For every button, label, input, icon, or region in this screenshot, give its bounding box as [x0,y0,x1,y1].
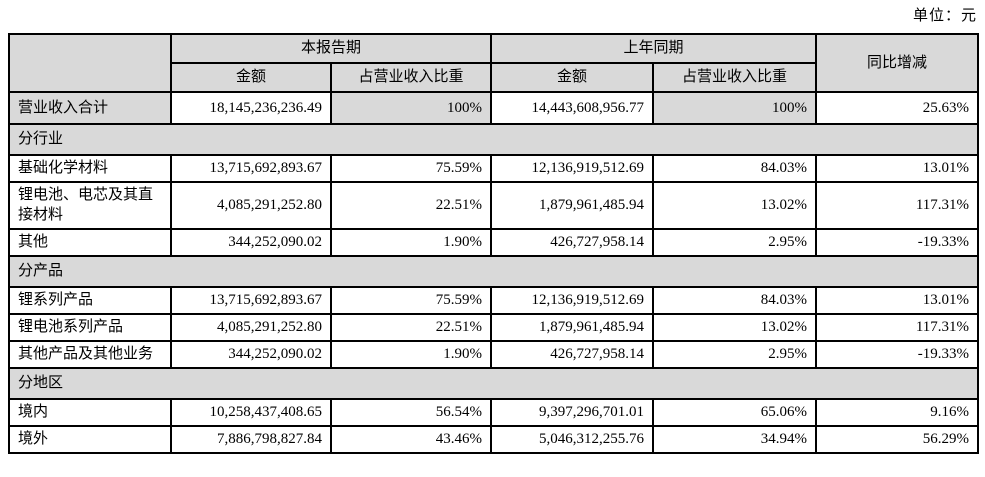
prior-pct-cell: 100% [652,91,818,125]
table-row: 其他产品及其他业务 344,252,090.02 1.90% 426,727,958.… [8,339,980,369]
prior-amount-cell: 12,136,919,512.69 [490,154,655,183]
yoy-cell: -19.33% [815,339,980,369]
table-row: 境外 7,886,798,827.84 43.46% 5,046,312,255.76… [8,424,980,454]
prior-pct-cell: 13.02% [652,181,818,230]
current-amount-cell: 10,258,437,408.65 [170,397,332,427]
yoy-cell: 117.31% [815,312,980,342]
section-row: 分行业 [7,123,980,156]
revenue-breakdown-table: 本报告期 上年同期 同比增减 金额 占营业收入比重 金额 占营业收入比重 营业收… [7,33,980,454]
current-pct-cell: 22.51% [329,181,493,230]
header-row-groups: 本报告期 上年同期 同比增减 [8,33,980,93]
prior-amount-cell: 426,727,958.14 [490,227,655,257]
section-label: 分产品 [7,254,980,288]
section-label: 分行业 [7,123,980,156]
header-row-subcolumns: 金额 占营业收入比重 金额 占营业收入比重 [9,62,978,93]
current-pct-cell: 1.90% [329,227,493,257]
yoy-cell: 13.01% [815,285,980,315]
prior-amount-cell: 1,879,961,485.94 [490,181,655,230]
row-label: 锂系列产品 [8,285,172,315]
prior-pct-cell: 2.95% [652,227,818,257]
current-amount-cell: 18,145,236,236.49 [170,91,332,125]
yoy-cell: 25.63% [815,91,980,125]
current-amount-cell: 344,252,090.02 [170,227,332,257]
prior-pct-cell: 34.94% [652,424,818,454]
prior-amount-cell: 9,397,296,701.01 [490,397,655,427]
current-pct-cell: 56.54% [329,397,493,427]
current-amount-cell: 13,715,692,893.67 [170,154,332,183]
corner-cell [8,33,172,93]
row-label: 锂电池系列产品 [8,312,172,342]
section-label: 分地区 [7,366,980,400]
yoy-cell: -19.33% [815,227,980,257]
col-group-prior-period: 上年同期 [490,33,818,64]
table-body: 营业收入合计 18,145,236,236.49 100% 14,443,608,95… [7,91,980,454]
prior-amount-cell: 12,136,919,512.69 [490,285,655,315]
prior-amount-cell: 5,046,312,255.76 [490,424,655,454]
table-row: 锂电池、电芯及其直接材料 4,085,291,252.80 22.51% 1,879,… [8,181,980,230]
prior-amount-cell: 14,443,608,956.77 [490,91,655,125]
subheader-prior-pct: 占营业收入比重 [652,62,818,93]
prior-amount-cell: 426,727,958.14 [490,339,655,369]
current-pct-cell: 22.51% [329,312,493,342]
yoy-cell: 9.16% [815,397,980,427]
prior-pct-cell: 84.03% [652,285,818,315]
table-row: 锂系列产品 13,715,692,893.67 75.59% 12,136,919,5… [8,285,980,315]
row-label: 其他 [8,227,172,257]
current-pct-cell: 75.59% [329,154,493,183]
unit-label: 单位：元 [912,8,977,24]
table-row: 锂电池系列产品 4,085,291,252.80 22.51% 1,879,961,4… [8,312,980,342]
prior-pct-cell: 13.02% [652,312,818,342]
subheader-current-amount: 金额 [170,62,332,93]
row-label: 基础化学材料 [8,154,172,183]
current-amount-cell: 7,886,798,827.84 [170,424,332,454]
current-amount-cell: 4,085,291,252.80 [170,312,332,342]
yoy-cell: 117.31% [815,181,980,230]
table-header: 本报告期 上年同期 同比增减 金额 占营业收入比重 金额 占营业收入比重 [8,33,980,93]
col-group-yoy-change: 同比增减 [815,33,980,93]
row-label: 锂电池、电芯及其直接材料 [8,181,172,230]
table-row: 基础化学材料 13,715,692,893.67 75.59% 12,136,919,… [8,154,980,183]
col-group-current-period: 本报告期 [169,33,493,64]
subheader-current-pct: 占营业收入比重 [329,62,493,93]
current-amount-cell: 13,715,692,893.67 [170,285,332,315]
current-amount-cell: 344,252,090.02 [170,339,332,369]
current-amount-cell: 4,085,291,252.80 [170,181,332,230]
row-label: 营业收入合计 [8,91,172,125]
row-label: 境内 [8,397,172,427]
subheader-prior-amount: 金额 [490,62,655,93]
row-label: 其他产品及其他业务 [8,339,172,369]
table-row: 境内 10,258,437,408.65 56.54% 9,397,296,701.0… [8,397,980,427]
yoy-cell: 13.01% [815,154,980,183]
current-pct-cell: 75.59% [329,285,493,315]
yoy-cell: 56.29% [815,424,980,454]
prior-pct-cell: 65.06% [652,397,818,427]
prior-pct-cell: 2.95% [652,339,818,369]
row-label: 境外 [8,424,172,454]
current-pct-cell: 1.90% [329,339,493,369]
section-row: 分产品 [7,254,980,288]
current-pct-cell: 100% [329,91,493,125]
prior-pct-cell: 84.03% [652,154,818,183]
prior-amount-cell: 1,879,961,485.94 [490,312,655,342]
table-row: 营业收入合计 18,145,236,236.49 100% 14,443,608,95… [8,91,980,125]
current-pct-cell: 43.46% [329,424,493,454]
section-row: 分地区 [7,366,980,400]
table-row: 其他 344,252,090.02 1.90% 426,727,958.14 2.95%… [8,227,980,257]
